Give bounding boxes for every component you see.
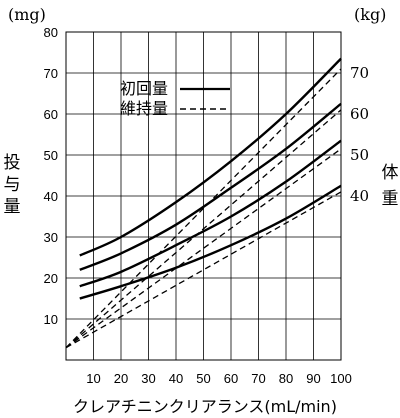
y-tick-label: 50 [44,148,58,163]
tick-labels: 10 20 30 40 50 60 70 80 10 20 30 40 50 60 70 80 90 100 [44,25,352,386]
y-tick-label: 80 [44,25,58,40]
legend-label-initial: 初回量 [120,79,168,98]
right-axis-label: 体重 [382,163,399,209]
x-tick-label: 50 [196,371,210,386]
y-tick-label: 70 [44,66,58,81]
x-tick-label: 30 [141,371,155,386]
right-unit-label: (kg) [354,5,386,24]
legend: 初回量 維持量 [120,79,230,118]
legend-label-maintenance: 維持量 [120,99,168,118]
y-axis-label: 投与量 [4,153,21,217]
maintenance-dose-line-50kg [65,148,342,349]
x-tick-label: 70 [251,371,265,386]
x-tick-label: 60 [224,371,238,386]
y-tick-label: 30 [44,230,58,245]
x-tick-label: 40 [169,371,183,386]
initial-dose-line-50kg [79,139,342,288]
initial-dose-line-40kg [79,184,342,300]
y-tick-label: 20 [44,271,58,286]
weight-label-70: 70 [350,64,369,82]
x-tick-label: 90 [306,371,320,386]
weight-label-50: 50 [350,146,369,164]
x-tick-label: 20 [114,371,128,386]
y-tick-label: 40 [44,189,58,204]
grid [65,31,342,361]
y-tick-label: 60 [44,107,58,122]
initial-dose-line-70kg [79,57,342,257]
maintenance-dose-line-60kg [65,109,342,349]
x-axis-label: クレアチニンクリアランス(mL/min) [73,397,337,416]
x-tick-label: 80 [279,371,293,386]
right-weight-labels: 70 60 50 40 [350,64,369,205]
initial-dose-line-60kg [79,102,342,271]
maintenance-dose-line-70kg [65,68,342,349]
x-tick-label: 10 [86,371,100,386]
series-layer [65,57,342,349]
x-tick-label: 100 [330,371,352,386]
weight-label-60: 60 [350,105,369,123]
maintenance-dose-line-40kg [65,191,342,349]
left-unit-label: (mg) [8,5,46,24]
y-tick-label: 10 [44,312,58,327]
weight-label-40: 40 [350,187,369,205]
